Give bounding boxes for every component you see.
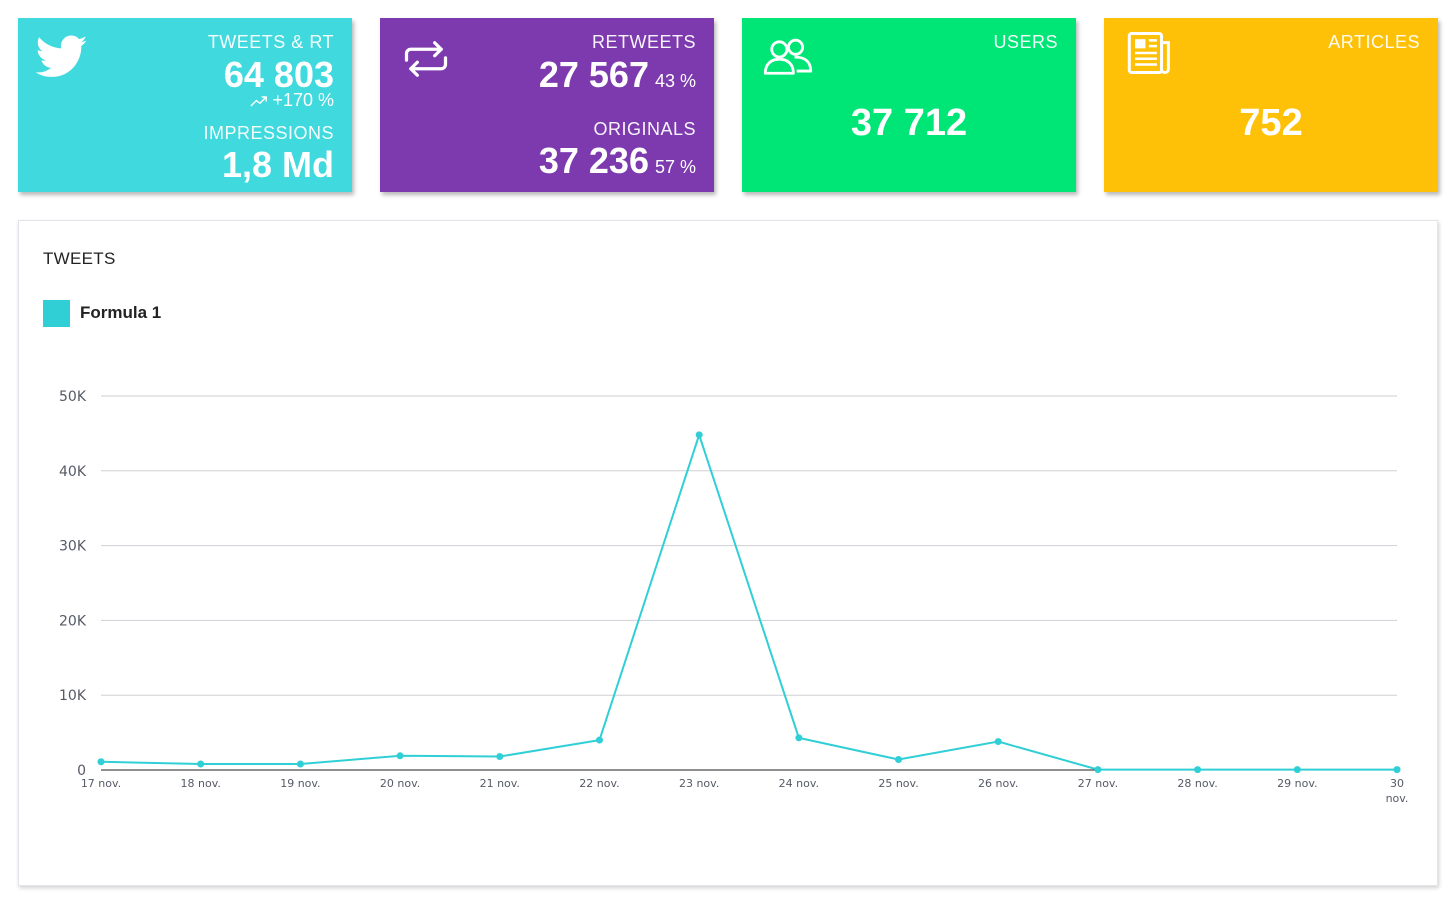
- originals-label: ORIGINALS: [593, 119, 696, 139]
- data-point: [97, 758, 105, 766]
- data-point: [1293, 766, 1301, 774]
- x-tick-label: 22 nov.: [579, 777, 619, 790]
- data-point: [396, 752, 404, 760]
- articles-label: ARTICLES: [1328, 32, 1420, 52]
- retweet-icon: [404, 41, 448, 77]
- series-line: [100, 431, 1397, 771]
- articles-card[interactable]: ARTICLES 752: [1104, 18, 1438, 192]
- tweets-value: 64 803: [223, 54, 334, 95]
- retweets-value-row: 27 567 43 %: [539, 54, 696, 96]
- tweets-card[interactable]: TWEETS & RT 64 803 +170 % IMPRESSIONS 1,…: [18, 18, 352, 192]
- data-point: [1094, 766, 1102, 774]
- x-tick-label: 24 nov.: [779, 777, 819, 790]
- retweets-label: RETWEETS: [591, 32, 696, 52]
- tweets-chart-panel: TWEETS Formula 1 0 10K 20K 30K 40K 50K 17 nov.…: [18, 220, 1438, 886]
- trend-up-icon: [250, 96, 268, 107]
- y-tick-label: 10K: [59, 688, 87, 704]
- data-point: [296, 760, 304, 768]
- y-tick-label: 30K: [59, 539, 87, 555]
- chart-legend[interactable]: Formula 1: [43, 299, 161, 327]
- x-tick-label: 28 nov.: [1177, 777, 1217, 790]
- originals-value-row: 37 236 57 %: [539, 140, 696, 182]
- users-card[interactable]: USERS 37 712: [742, 18, 1076, 192]
- twitter-bird-icon: [36, 35, 88, 77]
- retweets-value: 27 567: [538, 54, 649, 95]
- legend-swatch: [43, 299, 70, 327]
- x-tick-label: 23 nov.: [679, 777, 719, 790]
- data-point: [1194, 766, 1202, 774]
- data-point: [994, 738, 1002, 746]
- x-tick-label: 26 nov.: [978, 777, 1018, 790]
- retweets-card[interactable]: RETWEETS 27 567 43 % ORIGINALS 37 236 57 %: [380, 18, 714, 192]
- stats-cards: TWEETS & RT 64 803 +170 % IMPRESSIONS 1,…: [18, 18, 1438, 192]
- x-tick-label: 30: [1390, 777, 1404, 790]
- data-point: [695, 431, 703, 439]
- x-tick-label: nov.: [1386, 792, 1409, 805]
- users-label: USERS: [993, 32, 1058, 52]
- chart-title: TWEETS: [43, 249, 116, 268]
- tweets-trend: +170 %: [250, 90, 334, 111]
- users-icon: [763, 38, 813, 75]
- newspaper-icon: [1127, 31, 1170, 75]
- y-tick-label: 40K: [59, 464, 87, 480]
- tweets-trend-value: +170 %: [272, 90, 334, 110]
- originals-pct: 57 %: [654, 157, 696, 177]
- x-tick-label: 18 nov.: [181, 777, 221, 790]
- impressions-label: IMPRESSIONS: [203, 123, 334, 143]
- data-point: [795, 734, 803, 742]
- x-tick-label: 27 nov.: [1078, 777, 1118, 790]
- tweets-line-chart: 0 10K 20K 30K 40K 50K 17 nov. 18 nov. 19 nov. 20 …: [59, 389, 1409, 805]
- impressions-value: 1,8 Md: [221, 144, 334, 185]
- data-point: [197, 760, 205, 768]
- originals-value: 37 236: [538, 140, 649, 181]
- x-tick-label: 20 nov.: [380, 777, 420, 790]
- x-tick-label: 21 nov.: [480, 777, 520, 790]
- retweets-pct: 43 %: [654, 71, 696, 91]
- y-tick-label: 0: [77, 763, 86, 779]
- data-point: [895, 756, 903, 764]
- data-point: [1393, 766, 1401, 774]
- x-tick-label: 19 nov.: [280, 777, 320, 790]
- users-value: 37 712: [850, 102, 968, 144]
- y-tick-label: 50K: [59, 389, 87, 405]
- articles-value: 752: [1239, 102, 1303, 144]
- y-tick-label: 20K: [59, 613, 87, 629]
- legend-label: Formula 1: [80, 303, 162, 322]
- x-tick-label: 25 nov.: [878, 777, 918, 790]
- tweets-label: TWEETS & RT: [207, 32, 334, 52]
- data-point: [496, 753, 504, 761]
- x-tick-label: 29 nov.: [1277, 777, 1317, 790]
- data-point: [595, 736, 603, 744]
- x-tick-label: 17 nov.: [81, 777, 121, 790]
